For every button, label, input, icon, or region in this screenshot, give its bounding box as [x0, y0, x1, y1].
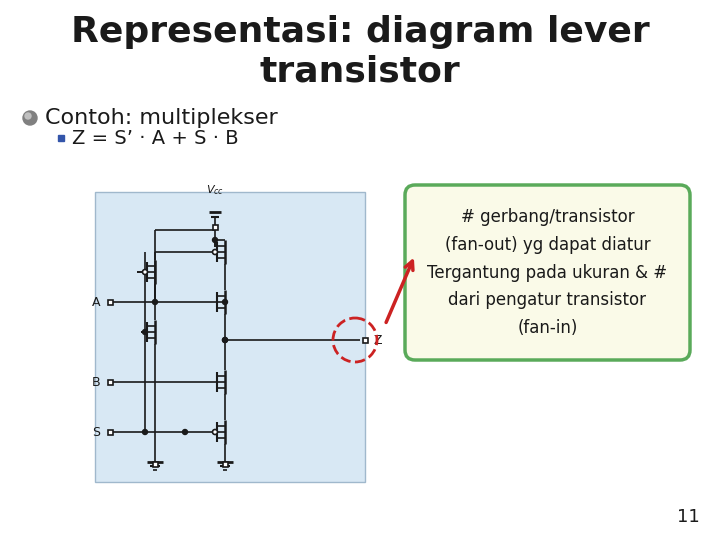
Text: Contoh: multiplekser: Contoh: multiplekser: [45, 108, 278, 128]
Text: # gerbang/transistor
(fan-out) yg dapat diatur
Tergantung pada ukuran & #
dari p: # gerbang/transistor (fan-out) yg dapat …: [428, 208, 667, 337]
Circle shape: [212, 429, 217, 435]
Circle shape: [143, 329, 148, 334]
Bar: [153, 462, 158, 467]
Bar: [222, 462, 228, 467]
Circle shape: [222, 300, 228, 305]
Text: Representasi: diagram lever: Representasi: diagram lever: [71, 15, 649, 49]
Bar: [107, 429, 112, 435]
Bar: [58, 135, 64, 141]
FancyArrowPatch shape: [386, 261, 413, 322]
Circle shape: [182, 429, 187, 435]
Text: Z = S’ · A + S · B: Z = S’ · A + S · B: [72, 129, 238, 147]
Bar: [95, 192, 365, 482]
Circle shape: [222, 338, 228, 342]
Circle shape: [212, 238, 217, 242]
Circle shape: [153, 300, 158, 305]
Text: $V_{cc}$: $V_{cc}$: [206, 183, 224, 197]
FancyBboxPatch shape: [405, 185, 690, 360]
Bar: [212, 225, 217, 230]
Circle shape: [222, 338, 228, 342]
Circle shape: [143, 429, 148, 435]
Circle shape: [25, 113, 31, 119]
Text: transistor: transistor: [260, 55, 460, 89]
Text: B: B: [91, 375, 100, 388]
Circle shape: [23, 111, 37, 125]
Text: A: A: [91, 295, 100, 308]
Circle shape: [212, 249, 217, 254]
Bar: [107, 300, 112, 305]
Bar: [362, 338, 367, 342]
Text: S: S: [92, 426, 100, 438]
Text: Z: Z: [374, 334, 382, 347]
Bar: [107, 380, 112, 384]
Circle shape: [143, 269, 148, 274]
Text: 11: 11: [678, 508, 700, 526]
